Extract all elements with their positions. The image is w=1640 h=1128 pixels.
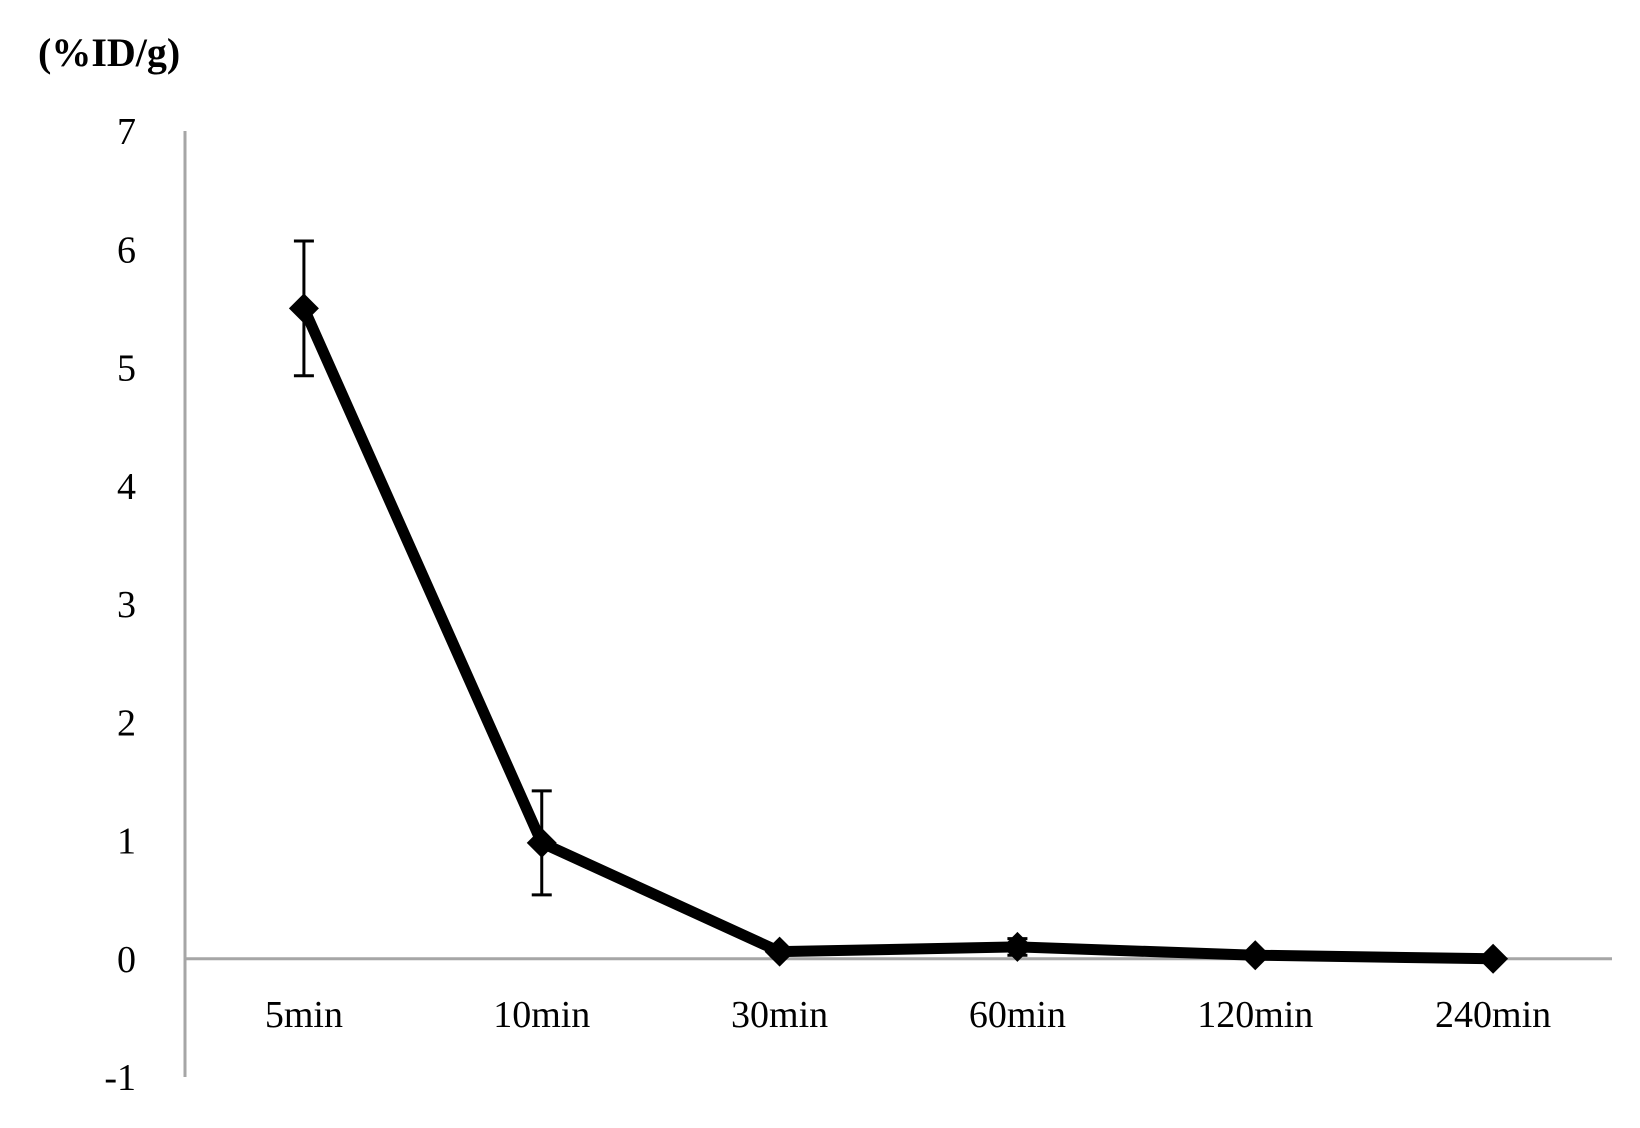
x-tick-labels: 5min 10min 30min 60min 120min 240min <box>265 994 1551 1036</box>
x-tick-label: 5min <box>265 994 343 1036</box>
x-tick-label: 60min <box>969 994 1066 1036</box>
x-tick-label: 10min <box>493 994 590 1036</box>
y-tick-label: 3 <box>117 584 136 626</box>
x-tick-label: 240min <box>1435 994 1551 1036</box>
y-tick-labels: 7 6 5 4 3 2 1 0 -1 <box>104 111 136 1099</box>
data-point-marker <box>288 293 319 324</box>
y-tick-label: 7 <box>117 111 136 153</box>
data-point-marker <box>1478 943 1509 974</box>
y-tick-label: 5 <box>117 348 136 390</box>
data-point-marker <box>1002 931 1033 962</box>
y-tick-label: 0 <box>117 939 136 981</box>
x-tick-label: 120min <box>1197 994 1313 1036</box>
y-tick-label: 2 <box>117 702 136 744</box>
x-tick-label: 30min <box>731 994 828 1036</box>
y-axis-label: (%ID/g) <box>38 30 180 75</box>
data-point-marker <box>526 827 557 858</box>
data-point-marker <box>764 936 795 967</box>
data-point-marker <box>1240 940 1271 971</box>
y-tick-label: -1 <box>104 1057 136 1099</box>
error-bars <box>293 239 1266 960</box>
y-tick-label: 1 <box>117 821 136 863</box>
series-line <box>298 306 1494 965</box>
data-markers <box>288 293 1509 974</box>
y-tick-label: 4 <box>117 466 136 508</box>
y-tick-label: 6 <box>117 229 136 271</box>
